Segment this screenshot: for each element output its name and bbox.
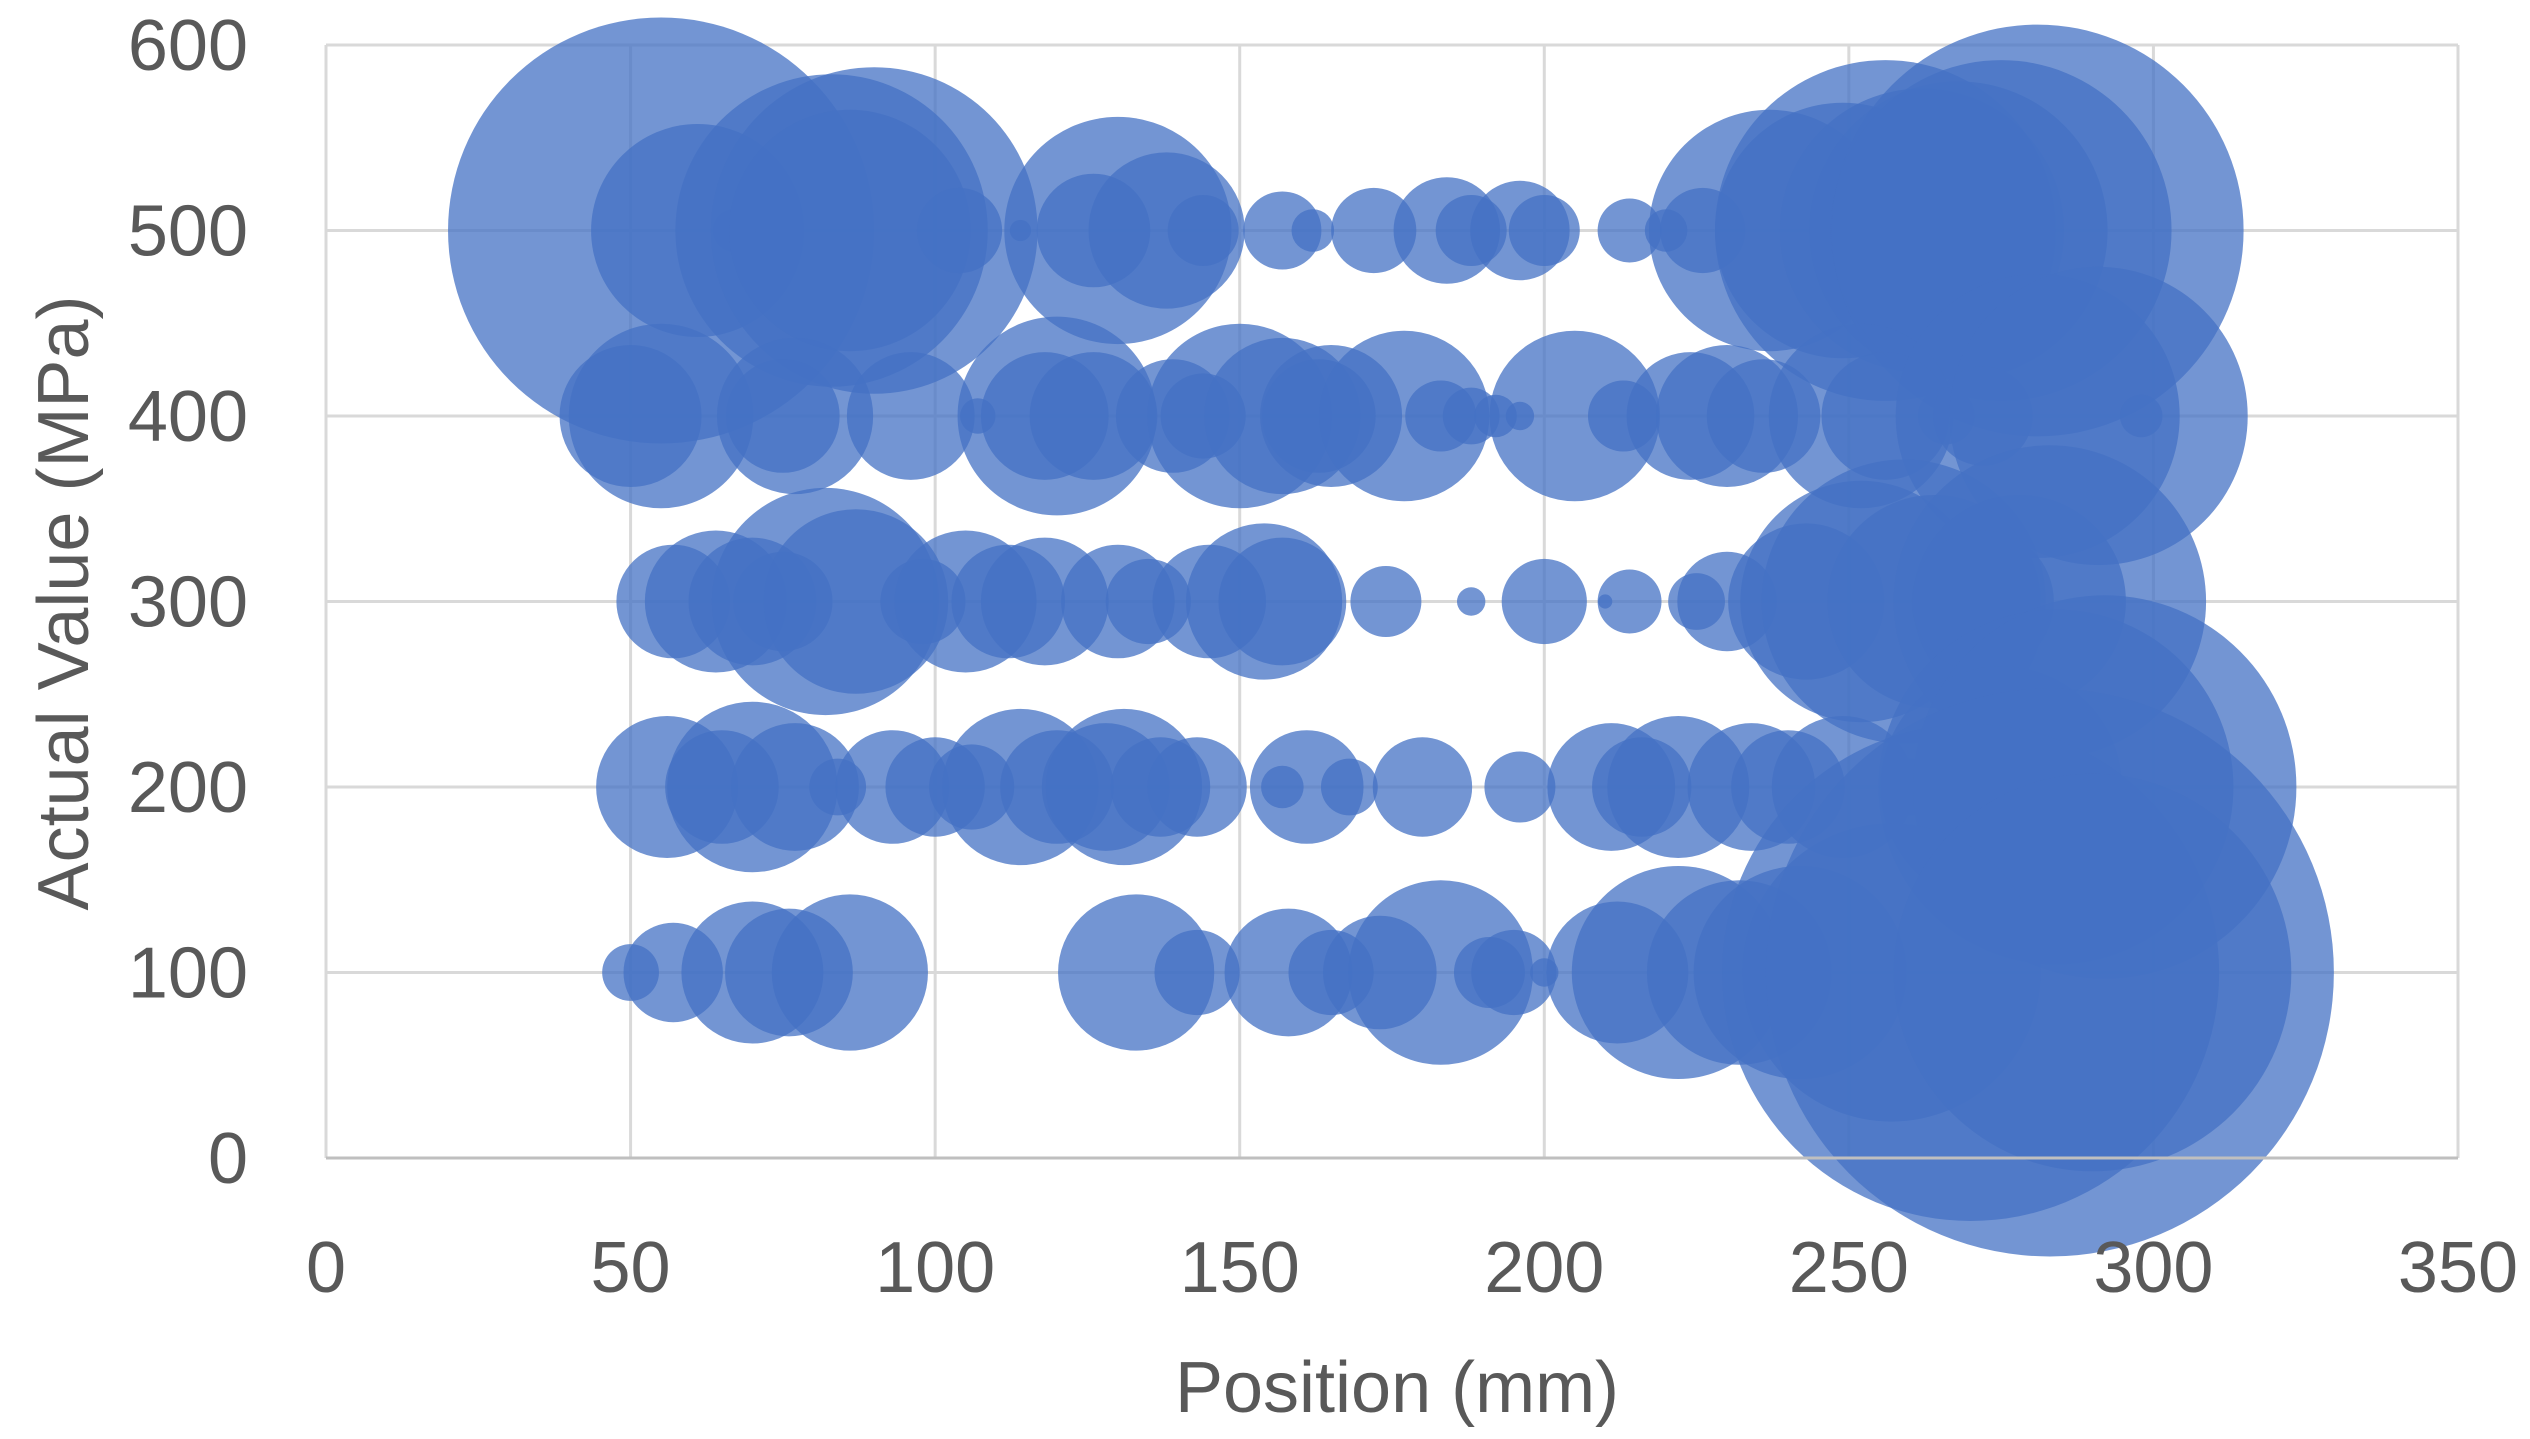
bubble-point	[1249, 730, 1364, 844]
bubble-point	[1597, 569, 1662, 634]
bubble-point	[1471, 929, 1557, 1016]
bubble-point	[729, 109, 971, 352]
bubble-point	[1508, 195, 1580, 266]
x-tick-label: 150	[1180, 1228, 1300, 1308]
bubble-point	[1029, 352, 1158, 480]
bubble-point	[1088, 152, 1245, 309]
y-tick-label: 600	[128, 6, 248, 86]
x-tick-label: 200	[1484, 1228, 1604, 1308]
bubble-point	[1331, 187, 1417, 274]
y-tick-label: 500	[128, 192, 248, 272]
bubble-point	[1154, 929, 1240, 1016]
y-tick-label: 0	[208, 1119, 248, 1199]
x-axis-title: Position (mm)	[1175, 1348, 1619, 1428]
bubble-point	[1350, 566, 1422, 637]
bubble-point	[1291, 209, 1335, 252]
x-tick-label: 250	[1789, 1228, 1909, 1308]
bubble-point	[846, 352, 975, 480]
y-tick-label: 400	[128, 377, 248, 457]
bubble-point	[2119, 394, 2163, 438]
x-tick-label: 0	[306, 1228, 346, 1308]
tick-labels: 0 100 200 300 400 500 600 0 50 100 150 200 250 300 350	[128, 6, 2518, 1308]
bubble-point	[1320, 758, 1378, 816]
bubble-point	[763, 509, 949, 694]
bubble-point	[1489, 330, 1660, 502]
bubble-point	[1167, 195, 1239, 266]
y-tick-label: 200	[128, 748, 248, 828]
bubble-point	[1597, 198, 1662, 263]
x-tick-label: 100	[875, 1228, 995, 1308]
bubble-point	[1501, 558, 1587, 645]
bubble-point	[1484, 751, 1556, 823]
bubble-point	[1456, 587, 1486, 616]
x-tick-label: 50	[591, 1228, 671, 1308]
bubble-point	[1058, 894, 1215, 1051]
bubble-point	[1348, 880, 1534, 1065]
bubble-point	[731, 723, 859, 851]
bubble-point	[1372, 737, 1473, 837]
y-tick-label: 100	[128, 934, 248, 1014]
bubbles	[448, 17, 2334, 1257]
bubble-point	[1318, 330, 1490, 502]
bubble-point	[716, 337, 874, 495]
bubble-point	[1218, 537, 1347, 666]
bubble-point	[1243, 191, 1322, 270]
y-tick-label: 300	[128, 563, 248, 643]
x-tick-label: 350	[2398, 1228, 2518, 1308]
y-axis-title: Actual Value (MPa)	[24, 296, 104, 911]
bubble-point	[1893, 773, 2292, 1172]
bubble-point	[916, 187, 1003, 274]
bubble-point	[1147, 737, 1247, 837]
bubble-point	[771, 894, 928, 1051]
x-tick-label: 300	[2093, 1228, 2213, 1308]
bubble-point	[568, 323, 754, 509]
